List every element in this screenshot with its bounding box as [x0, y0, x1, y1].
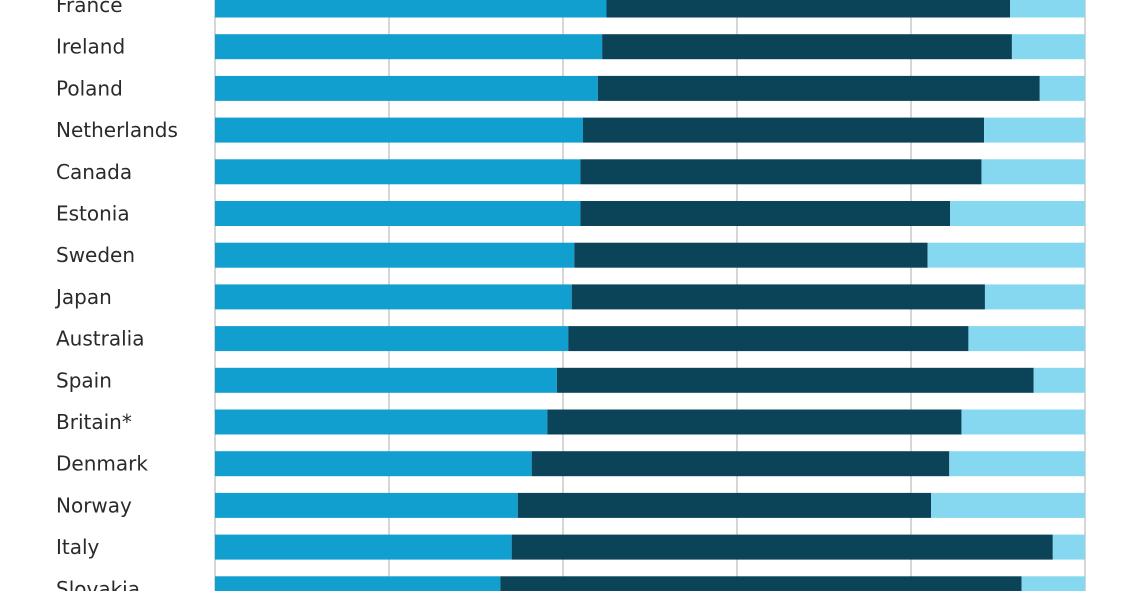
category-label: Australia	[56, 327, 144, 351]
bar-segment-3	[927, 242, 1085, 268]
bar-segment-1	[215, 367, 557, 393]
bar-segment-2	[597, 75, 1040, 101]
category-label: France	[56, 0, 123, 17]
category-label: Slovakia	[56, 577, 140, 591]
bar-segment-1	[215, 451, 532, 477]
bar-segment-2	[606, 0, 1011, 18]
bar-segment-2	[511, 534, 1053, 560]
category-label: Poland	[56, 76, 123, 100]
category-label: Ireland	[56, 35, 125, 59]
bar-segment-3	[1033, 367, 1085, 393]
bar-segment-2	[602, 34, 1012, 60]
bar-segment-1	[215, 326, 569, 352]
category-label: Japan	[54, 285, 112, 309]
bar-segment-2	[571, 284, 985, 310]
bar-segment-1	[215, 75, 598, 101]
bar-segment-2	[580, 159, 982, 185]
bar-segment-2	[568, 326, 969, 352]
category-label: Netherlands	[56, 118, 178, 142]
bar-segment-2	[547, 409, 962, 435]
bars	[215, 0, 1085, 591]
bar-segment-1	[215, 117, 584, 143]
bar-segment-3	[984, 284, 1085, 310]
category-label: Denmark	[56, 452, 148, 476]
bar-segment-3	[1039, 75, 1085, 101]
bar-segment-2	[574, 242, 928, 268]
bar-segment-3	[968, 326, 1085, 352]
bar-segment-1	[215, 409, 548, 435]
bar-segment-1	[215, 34, 603, 60]
bar-segment-3	[950, 201, 1085, 226]
category-label: Norway	[56, 493, 132, 517]
category-label: Estonia	[56, 202, 130, 226]
category-labels: France Ireland Poland Netherlands Canada Esto…	[54, 0, 178, 591]
bar-segment-1	[215, 284, 572, 310]
bar-segment-3	[931, 492, 1085, 518]
bar-segment-1	[215, 492, 518, 518]
bar-segment-3	[1010, 0, 1085, 18]
bar-segment-2	[500, 576, 1022, 591]
bar-segment-1	[215, 0, 607, 18]
bar-segment-2	[517, 492, 932, 518]
category-label: Canada	[56, 160, 132, 184]
bar-segment-3	[984, 117, 1085, 143]
bar-segment-1	[215, 242, 575, 268]
bar-segment-3	[1011, 34, 1085, 60]
bar-segment-1	[215, 576, 501, 591]
bar-segment-3	[981, 159, 1085, 185]
bar-segment-2	[531, 451, 950, 477]
bar-segment-2	[556, 367, 1034, 393]
category-label: Italy	[56, 535, 100, 559]
category-label: Sweden	[56, 243, 135, 267]
bar-segment-1	[215, 201, 581, 226]
bar-segment-3	[961, 409, 1085, 435]
category-label: Britain*	[56, 410, 132, 434]
bar-segment-2	[580, 201, 951, 226]
bar-segment-1	[215, 159, 581, 185]
bar-segment-2	[583, 117, 985, 143]
bar-segment-3	[1052, 534, 1085, 560]
bar-segment-3	[949, 451, 1085, 477]
bar-segment-3	[1021, 576, 1085, 591]
category-label: Spain	[56, 368, 112, 392]
bar-segment-1	[215, 534, 512, 560]
